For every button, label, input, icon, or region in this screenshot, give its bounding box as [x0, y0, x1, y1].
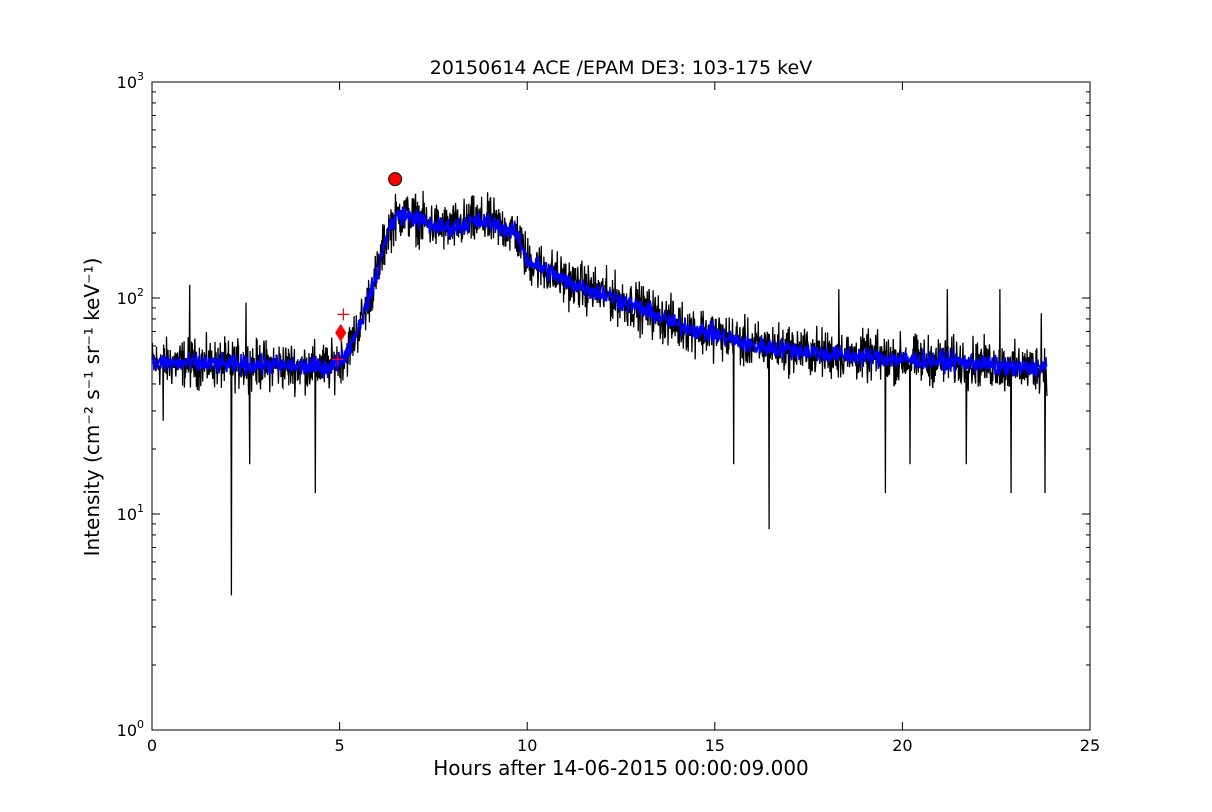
peak-marker [388, 172, 403, 187]
y-tick-label: 103 [117, 70, 144, 92]
onset-bound-marker [337, 308, 350, 321]
x-tick-label: 5 [335, 736, 345, 755]
series-line-raw [151, 190, 1048, 596]
x-tick-label: 10 [517, 736, 537, 755]
x-axis-label: Hours after 14-06-2015 00:00:09.000 [433, 756, 809, 780]
onset-marker [335, 323, 347, 342]
x-tick-label: 15 [705, 736, 725, 755]
x-tick-label: 25 [1080, 736, 1100, 755]
chart-title: 20150614 ACE /EPAM DE3: 103-175 keV [430, 57, 812, 79]
y-axis-label: Intensity (cm⁻² s⁻¹ sr⁻¹ keV⁻¹) [80, 258, 104, 557]
axis-ticks: 0 5 10 15 20 25 100 101 102 103 [117, 70, 1101, 755]
x-tick-label: 0 [147, 736, 157, 755]
series-group [151, 190, 1048, 596]
y-tick-label: 100 [117, 718, 144, 740]
plot-area-frame [151, 81, 1091, 731]
x-tick-label: 20 [892, 736, 912, 755]
y-tick-label: 102 [117, 286, 144, 308]
onset-bound-marker [331, 353, 344, 366]
y-tick-label: 101 [117, 502, 144, 524]
series-line-smoothed [151, 206, 1048, 379]
marker-group [331, 172, 403, 366]
